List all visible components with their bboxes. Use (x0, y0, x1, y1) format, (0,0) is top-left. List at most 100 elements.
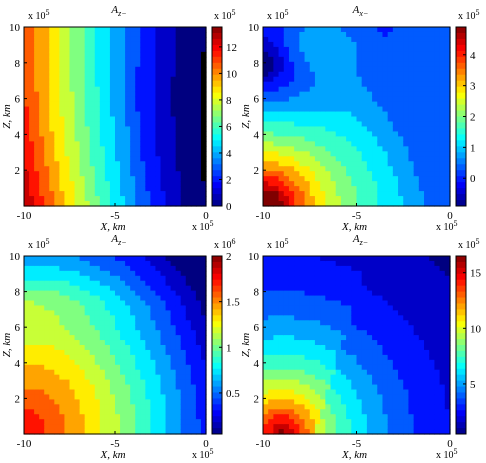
heatmap-cell (175, 136, 182, 142)
heatmap-cell (299, 374, 306, 381)
heatmap-cell (288, 414, 295, 420)
x-tick-label: -5 (110, 438, 120, 450)
heatmap-cell (418, 201, 425, 207)
heatmap-cell (120, 46, 126, 53)
heatmap-cell (115, 96, 121, 103)
heatmap-cell (99, 46, 106, 53)
heatmap-cell (109, 414, 116, 420)
heatmap-cell (382, 325, 389, 331)
heatmap-cell (304, 156, 311, 162)
heatmap-cell (120, 265, 126, 272)
heatmap-cell (387, 36, 394, 43)
heatmap-cell (69, 260, 76, 267)
heatmap-cell (273, 86, 280, 93)
heatmap-cell (335, 111, 342, 118)
heatmap-cell (165, 51, 172, 58)
heatmap-cell (89, 51, 96, 58)
heatmap-cell (130, 151, 136, 157)
heatmap-cell (190, 424, 197, 430)
heatmap-cell (89, 156, 96, 162)
heatmap-cell (54, 91, 60, 98)
heatmap-cell (170, 394, 177, 400)
heatmap-cell (44, 260, 50, 267)
heatmap-cell (314, 409, 321, 415)
heatmap-cell (263, 86, 269, 93)
heatmap-cell (444, 36, 451, 43)
heatmap-cell (109, 126, 116, 133)
heatmap-cell (79, 394, 86, 400)
heatmap-cell (44, 295, 50, 302)
heatmap-cell (418, 96, 425, 103)
heatmap-cell (330, 265, 337, 272)
heatmap-cell (115, 41, 121, 48)
heatmap-cell (346, 171, 352, 177)
heatmap-cell (320, 51, 326, 58)
heatmap-cell (299, 101, 306, 108)
heatmap-cell (24, 66, 30, 73)
heatmap-cell (74, 91, 81, 98)
heatmap-cell (283, 151, 290, 157)
heatmap-cell (377, 51, 384, 58)
heatmap-cell (330, 126, 337, 133)
heatmap-cell (330, 91, 337, 98)
heatmap-cell (330, 379, 337, 386)
heatmap-cell (49, 201, 55, 207)
heatmap-cell (94, 116, 101, 123)
heatmap-cell (145, 260, 151, 267)
heatmap-cell (273, 325, 280, 331)
heatmap-cell (335, 419, 342, 425)
heatmap-cell (29, 111, 35, 118)
heatmap-cell (104, 285, 111, 292)
heatmap-cell (79, 141, 86, 147)
heatmap-cell (99, 96, 106, 103)
heatmap-cell (24, 260, 30, 267)
heatmap-cell (64, 409, 71, 415)
heatmap-cell (387, 389, 394, 396)
heatmap-cell (377, 349, 384, 356)
heatmap-cell (314, 285, 321, 292)
heatmap-cell (288, 171, 295, 177)
heatmap-cell (418, 176, 425, 182)
heatmap-cell (403, 41, 410, 48)
heatmap-cell (330, 56, 337, 63)
heatmap-cell (120, 131, 126, 137)
heatmap-cell (403, 101, 410, 108)
heatmap-cell (195, 310, 202, 316)
heatmap-cell (387, 374, 394, 381)
heatmap-cell (309, 176, 316, 182)
heatmap-cell (99, 31, 106, 38)
heatmap-cell (190, 374, 197, 381)
heatmap-cell (140, 81, 146, 88)
heatmap-cell (294, 315, 300, 321)
heatmap-cell (94, 394, 101, 400)
heatmap-cell (39, 325, 45, 331)
heatmap-cell (351, 66, 358, 73)
heatmap-cell (185, 275, 192, 282)
colorbar-tick-label: 10 (226, 68, 238, 80)
heatmap-cell (104, 379, 111, 386)
heatmap-cell (273, 349, 280, 356)
heatmap-cell (335, 171, 342, 177)
heatmap-cell (361, 369, 368, 376)
heatmap-cell (263, 414, 269, 420)
heatmap-cell (115, 325, 121, 331)
heatmap-cell (195, 106, 202, 113)
colorbar: 0.511.52x 106 (211, 237, 240, 435)
heatmap-cell (165, 429, 172, 435)
heatmap-cell (392, 126, 399, 133)
heatmap-cell (54, 166, 60, 172)
heatmap-cell (84, 369, 91, 376)
heatmap-cell (325, 290, 332, 297)
heatmap-cell (180, 196, 187, 202)
heatmap-cell (356, 136, 363, 142)
heatmap-cell (195, 290, 202, 297)
heatmap-cell (372, 424, 378, 430)
heatmap-cell (44, 41, 50, 48)
heatmap-cell (34, 136, 40, 142)
heatmap-cell (160, 156, 167, 162)
heatmap-cell (34, 27, 40, 33)
heatmap-cell (283, 300, 290, 307)
heatmap-cell (351, 256, 358, 262)
heatmap-cell (335, 76, 342, 83)
heatmap-cell (288, 290, 295, 297)
